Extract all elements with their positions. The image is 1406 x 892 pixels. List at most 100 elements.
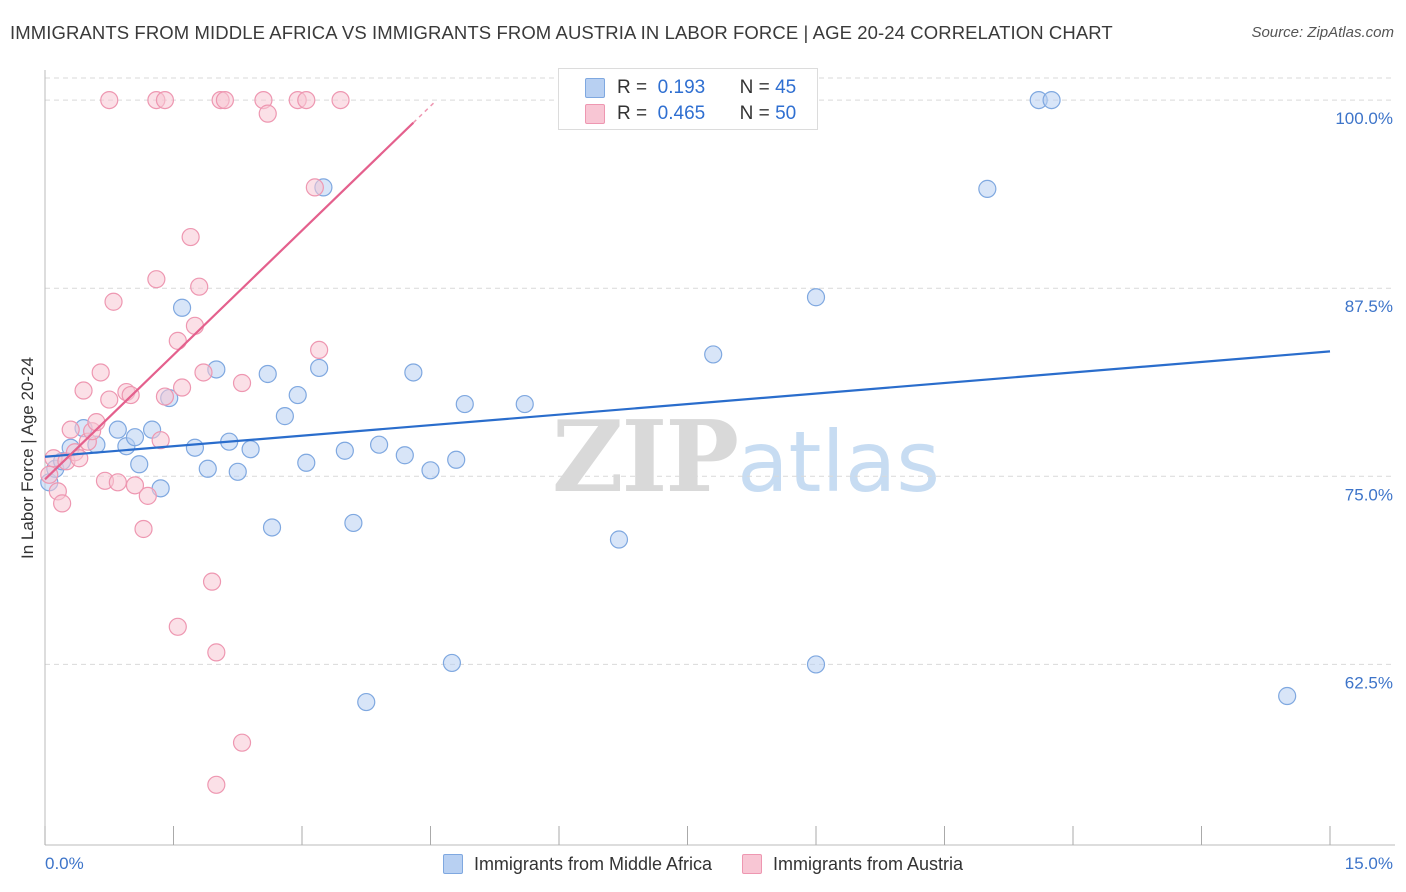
y-tick-label: 75.0% — [1345, 485, 1393, 504]
pink-trendline — [44, 121, 415, 481]
x-tick-label-min: 0.0% — [45, 854, 84, 873]
blue-data-point — [172, 298, 192, 317]
legend-swatch-blue — [442, 854, 463, 874]
blue-data-point — [262, 518, 282, 537]
legend-swatch-blue — [585, 78, 605, 98]
pink-data-point — [53, 494, 72, 513]
pink-data-point — [310, 340, 329, 360]
blue-data-point — [455, 394, 474, 414]
pink-data-point — [207, 775, 226, 794]
legend-row-austria: R = 0.465 N = 50 — [585, 102, 796, 126]
pink-data-point — [151, 431, 170, 450]
blue-data-point — [185, 438, 205, 457]
blue-data-point — [344, 513, 363, 533]
n-label: N = — [739, 77, 770, 98]
pink-data-point — [202, 572, 222, 591]
blue-data-point — [978, 179, 997, 198]
pink-data-point — [155, 90, 175, 110]
series-legend: Immigrants from Middle Africa Immigrants… — [0, 851, 1406, 877]
x-tick-label-max: 15.0% — [1345, 854, 1393, 873]
blue-data-point — [442, 653, 462, 673]
blue-data-point — [609, 530, 629, 549]
pink-data-point — [232, 373, 252, 393]
blue-data-point — [108, 420, 127, 439]
pink-data-point — [61, 420, 80, 439]
blue-data-point — [806, 655, 826, 674]
blue-data-point — [395, 446, 414, 465]
pink-data-point — [168, 331, 187, 350]
blue-data-point — [258, 364, 277, 384]
pink-data-point — [155, 387, 175, 406]
blue-data-point — [241, 440, 260, 459]
blue-data-point — [198, 459, 217, 478]
pink-data-point — [258, 104, 277, 123]
pink-data-point — [232, 733, 252, 752]
pink-data-point — [138, 486, 157, 505]
watermark-zip: ZIP — [552, 400, 739, 515]
legend-row-middle-africa: R = 0.193 N = 45 — [585, 76, 796, 100]
pink-data-point — [181, 227, 200, 247]
blue-data-point — [288, 385, 307, 405]
pink-trendline-extension — [412, 101, 436, 124]
pink-data-point — [91, 363, 110, 382]
blue-data-point — [1042, 90, 1061, 110]
pink-data-point — [190, 277, 209, 296]
watermark-atlas: atlas — [737, 413, 941, 511]
legend-item-middle-africa: Immigrants from Middle Africa — [442, 851, 712, 877]
pink-data-point — [147, 270, 166, 289]
r-value: 0.193 — [657, 77, 706, 98]
pink-data-point — [125, 476, 145, 495]
watermark: ZIPatlas — [552, 400, 940, 515]
legend-swatch-pink — [585, 104, 605, 124]
pink-data-point — [108, 473, 127, 492]
r-label: R = — [617, 77, 648, 98]
legend-item-austria: Immigrants from Austria — [742, 851, 963, 877]
blue-data-point — [404, 363, 423, 382]
blue-trendline — [44, 350, 1331, 458]
source-credit: Source: ZipAtlas.com — [1251, 24, 1394, 41]
pink-data-point — [134, 519, 153, 539]
blue-data-point — [370, 435, 389, 454]
pink-data-point — [104, 292, 123, 311]
n-value: 45 — [775, 77, 797, 98]
r-label: R = — [617, 103, 648, 124]
n-label: N = — [739, 103, 770, 124]
legend-label: Immigrants from Austria — [773, 853, 964, 874]
blue-data-point — [275, 407, 294, 426]
blue-data-point — [310, 358, 329, 378]
pink-data-point — [100, 90, 119, 110]
correlation-legend: R = 0.193 N = 45 R = 0.465 N = 50 — [558, 68, 818, 130]
pink-data-point — [74, 381, 93, 400]
blue-data-point — [228, 462, 247, 481]
n-value: 50 — [775, 103, 797, 124]
blue-data-point — [125, 428, 145, 447]
pink-data-point — [305, 178, 324, 197]
blue-data-point — [806, 288, 826, 307]
blue-data-point — [357, 692, 376, 712]
y-tick-label: 62.5% — [1345, 673, 1393, 692]
blue-data-point — [297, 453, 316, 472]
blue-data-point — [515, 394, 534, 414]
pink-data-point — [100, 390, 119, 409]
blue-data-point — [335, 441, 354, 460]
blue-data-point — [447, 450, 466, 469]
pink-data-point — [215, 90, 234, 110]
blue-data-point — [704, 345, 723, 364]
y-tick-label: 87.5% — [1345, 297, 1393, 316]
pink-data-point — [185, 316, 205, 335]
blue-data-point — [421, 461, 440, 480]
pink-data-point — [207, 643, 226, 662]
blue-data-point — [1278, 686, 1297, 706]
pink-data-point — [172, 378, 192, 397]
chart-title: IMMIGRANTS FROM MIDDLE AFRICA VS IMMIGRA… — [10, 22, 1113, 43]
pink-data-point — [297, 90, 316, 110]
legend-label: Immigrants from Middle Africa — [473, 853, 712, 874]
pink-data-point — [194, 363, 213, 382]
pink-data-point — [331, 90, 350, 110]
pink-data-point — [168, 617, 187, 636]
blue-data-point — [130, 455, 149, 474]
r-value: 0.465 — [657, 103, 706, 124]
y-tick-label: 100.0% — [1335, 109, 1393, 128]
legend-swatch-pink — [742, 854, 762, 874]
